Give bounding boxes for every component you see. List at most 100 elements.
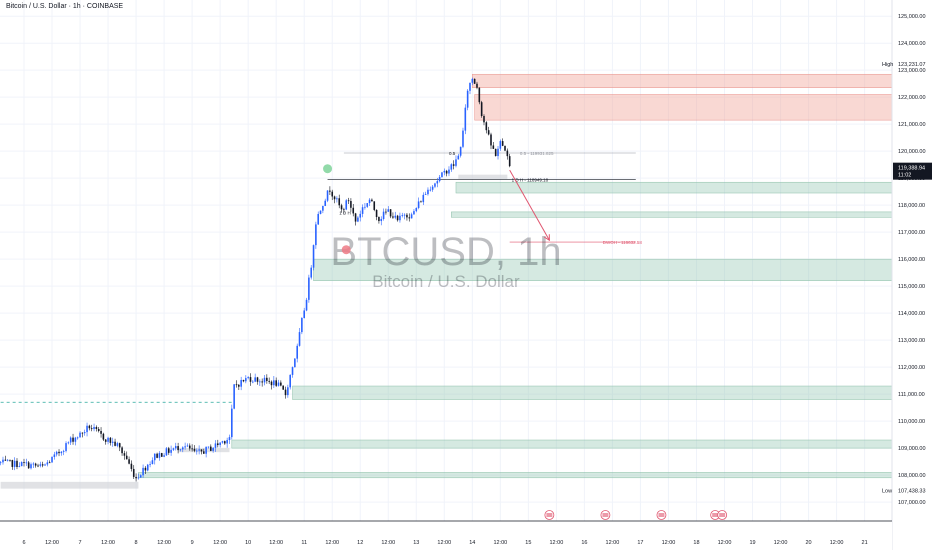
candle-body <box>238 384 240 387</box>
candle-body <box>322 205 324 211</box>
candle-body <box>65 443 67 451</box>
watermark-name: Bitcoin / U.S. Dollar <box>372 272 520 291</box>
level-label: 1 D H - 118949.18 <box>512 178 549 183</box>
candle-body <box>226 440 228 444</box>
x-tick-label: 19 <box>749 540 755 546</box>
candle-body <box>466 90 469 108</box>
chart-symbol-title: Bitcoin / U.S. Dollar · 1h · COINBASE <box>6 3 124 10</box>
candle-body <box>508 156 511 167</box>
candle-body <box>233 384 235 409</box>
candle-body <box>81 432 84 434</box>
candle-body <box>132 468 135 477</box>
y-tick-label: 113,000.00 <box>898 338 925 344</box>
candle-body <box>116 443 119 446</box>
y-tick-label: 121,000.00 <box>898 122 926 128</box>
flag-icon <box>719 513 726 517</box>
candle-body <box>135 476 137 479</box>
y-tick-label: 116,000.00 <box>898 257 925 263</box>
candle-body <box>158 453 161 458</box>
candle-body <box>100 430 102 434</box>
candle-body <box>450 164 453 170</box>
candle-body <box>25 462 28 464</box>
candle-body <box>303 310 305 319</box>
candle-body <box>107 437 109 442</box>
candle-body <box>9 459 11 461</box>
candle-body <box>324 200 327 206</box>
flag-icon <box>546 513 553 517</box>
candle-body <box>284 389 287 396</box>
low-label: Low <box>882 488 892 494</box>
candle-body <box>282 385 284 390</box>
x-tick-label: 13 <box>413 540 419 546</box>
last-price-value: 119,388.94 <box>898 166 925 172</box>
candle-body <box>275 380 277 386</box>
level-label: DWOH - 116632.58 <box>603 240 643 245</box>
candle-body <box>198 449 200 451</box>
candle-body <box>51 457 53 463</box>
candle-body <box>58 451 60 454</box>
candle-body <box>319 210 322 214</box>
x-tick-label: 12:00 <box>774 540 788 546</box>
candle-body <box>504 145 506 151</box>
y-tick-label: 124,000.00 <box>898 41 926 47</box>
candle-body <box>406 214 408 218</box>
y-tick-label: 112,000.00 <box>898 365 925 371</box>
candle-body <box>139 475 142 478</box>
high-label: High <box>882 62 893 68</box>
candle-body <box>343 209 345 211</box>
candle-body <box>90 428 93 430</box>
candle-body <box>333 196 336 200</box>
candle-body <box>48 462 51 464</box>
candle-body <box>60 451 63 454</box>
candle-body <box>74 437 77 442</box>
supply-zone <box>472 73 893 88</box>
candle-body <box>2 459 4 463</box>
candle-body <box>485 122 488 131</box>
candle-body <box>86 425 88 433</box>
candle-body <box>114 441 116 446</box>
swing-high-dot <box>323 164 333 174</box>
candle-body <box>177 446 179 451</box>
candle-body <box>184 446 186 448</box>
x-axis-panel <box>0 521 892 550</box>
y-tick-label: 110,000.00 <box>898 419 925 425</box>
candle-body <box>149 463 151 465</box>
candle-body <box>186 445 189 447</box>
x-tick-label: 17 <box>637 540 643 546</box>
y-tick-label: 114,000.00 <box>898 311 925 317</box>
candle-body <box>298 332 301 346</box>
candle-body <box>392 216 394 218</box>
candle-body <box>18 466 21 467</box>
candle-body <box>219 442 221 446</box>
level-label: 0.5 - 119931.825 <box>520 151 554 156</box>
candle-body <box>4 459 7 461</box>
candle-body <box>364 206 366 208</box>
y-tick-label: 111,000.00 <box>898 392 925 398</box>
x-tick-label: 12:00 <box>493 540 507 546</box>
x-tick-label: 7 <box>79 540 82 546</box>
candle-body <box>165 448 168 456</box>
small-label: 1 D H <box>339 211 351 216</box>
candle-body <box>195 450 198 452</box>
candle-body <box>41 464 44 466</box>
demand-zone <box>292 385 893 400</box>
candle-body <box>228 437 231 441</box>
x-tick-label: 12:00 <box>662 540 676 546</box>
candle-body <box>214 443 217 448</box>
candle-body <box>422 194 425 203</box>
candle-body <box>188 445 191 449</box>
candle-body <box>163 455 165 457</box>
candle-body <box>224 441 226 444</box>
small-label: 0.5 <box>449 151 456 156</box>
demand-zone <box>138 472 893 479</box>
candle-body <box>259 381 261 383</box>
candle-body <box>494 148 497 157</box>
candle-body <box>270 381 273 386</box>
x-tick-label: 8 <box>135 540 138 546</box>
candle-body <box>69 437 72 443</box>
candle-body <box>104 439 107 442</box>
candle-body <box>352 207 355 214</box>
candle-body <box>130 463 133 469</box>
x-tick-label: 12:00 <box>718 540 732 546</box>
